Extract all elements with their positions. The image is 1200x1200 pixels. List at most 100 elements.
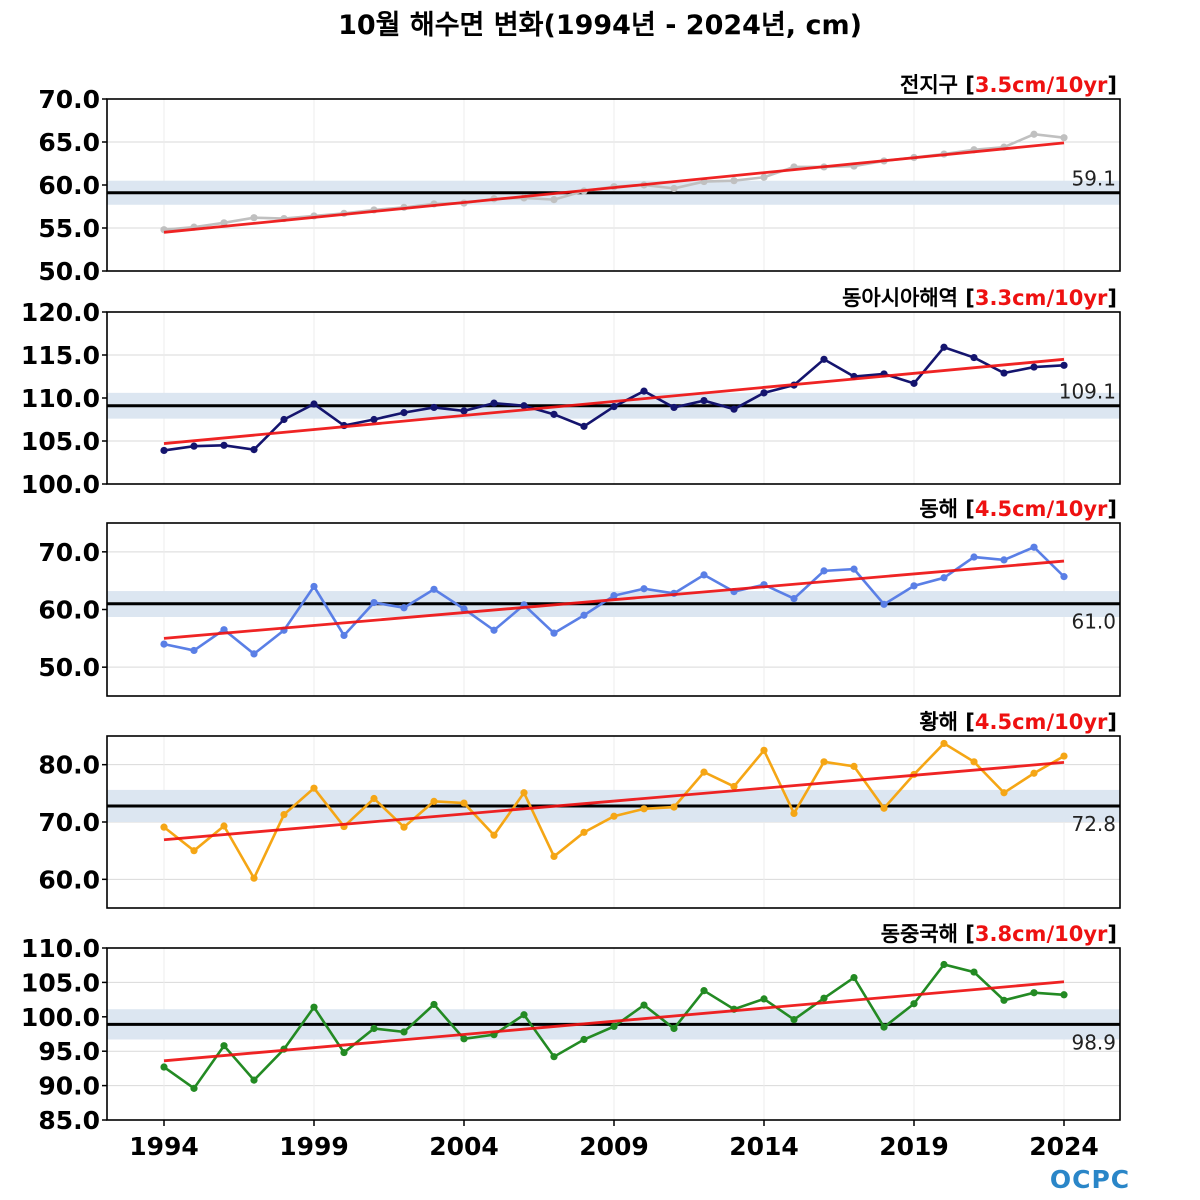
bracket: ] bbox=[1107, 497, 1117, 521]
bracket: [ bbox=[965, 922, 975, 946]
data-point bbox=[190, 847, 198, 855]
y-tick-label: 55.0 bbox=[38, 214, 100, 243]
x-tick-label: 1999 bbox=[279, 1132, 349, 1161]
figure-title: 10월 해수면 변화(1994년 - 2024년, cm) bbox=[338, 10, 862, 41]
data-point bbox=[880, 600, 888, 608]
trend-line bbox=[163, 559, 1065, 640]
mean-label: 109.1 bbox=[1059, 380, 1116, 404]
data-point bbox=[400, 823, 408, 831]
data-point bbox=[760, 995, 768, 1003]
x-tick-label: 2024 bbox=[1029, 1132, 1099, 1161]
data-point bbox=[400, 409, 408, 417]
y-tick-label: 115.0 bbox=[21, 341, 100, 370]
y-tick-label: 70.0 bbox=[38, 808, 100, 837]
data-point bbox=[730, 782, 738, 791]
data-point bbox=[820, 758, 828, 766]
data-point bbox=[400, 604, 408, 612]
data-point bbox=[430, 403, 438, 412]
data-point bbox=[790, 809, 798, 818]
data-point bbox=[1000, 789, 1008, 797]
data-point bbox=[190, 646, 198, 655]
data-point bbox=[370, 415, 378, 424]
y-tick-label: 100.0 bbox=[21, 1003, 100, 1032]
data-point bbox=[670, 803, 678, 811]
panel-global: 59.1 50.0 55.0 60.0 65.0 70.0 전지구 [3.5cm/10yr] bbox=[38, 73, 1121, 286]
data-point bbox=[460, 407, 468, 415]
data-point bbox=[160, 640, 168, 648]
data-point bbox=[670, 403, 678, 412]
bracket: ] bbox=[1107, 710, 1117, 734]
region-name: 동해 bbox=[919, 497, 965, 521]
data-point bbox=[550, 196, 558, 204]
data-point bbox=[640, 387, 648, 395]
data-point bbox=[610, 812, 618, 820]
data-point bbox=[550, 629, 558, 637]
data-point bbox=[610, 592, 618, 600]
data-point bbox=[1030, 769, 1038, 777]
y-tick-label: 80.0 bbox=[38, 751, 100, 780]
x-tick-label: 2009 bbox=[579, 1132, 649, 1161]
data-point bbox=[940, 574, 948, 582]
data-point bbox=[940, 343, 948, 351]
trend-line bbox=[163, 760, 1065, 842]
data-point bbox=[1060, 991, 1068, 999]
data-point bbox=[730, 177, 738, 185]
data-point bbox=[250, 214, 258, 222]
data-point bbox=[670, 1024, 678, 1033]
panels: 59.1 50.0 55.0 60.0 65.0 70.0 전지구 [3.5cm/10yr]… bbox=[21, 73, 1121, 1135]
trend-line bbox=[163, 141, 1065, 234]
bracket: ] bbox=[1107, 922, 1117, 946]
y-tick-label: 65.0 bbox=[38, 128, 100, 157]
panel-east-china-sea: 98.9 85.0 90.0 95.0 100.0 105.0 110.0 동중국해 [3.8… bbox=[21, 922, 1121, 1135]
data-point bbox=[250, 650, 258, 658]
y-tick-label: 60.0 bbox=[38, 596, 100, 625]
data-point bbox=[490, 831, 498, 839]
data-point bbox=[610, 403, 618, 411]
trend-rate: 4.5cm/10yr bbox=[975, 497, 1108, 521]
bracket: [ bbox=[965, 73, 975, 97]
data-point bbox=[1000, 556, 1008, 564]
data-point bbox=[340, 1048, 348, 1057]
x-tick-label: 2014 bbox=[729, 1132, 799, 1161]
y-tick-label: 120.0 bbox=[21, 298, 100, 327]
data-point bbox=[970, 553, 978, 561]
ocpc-logo-text: OCPC bbox=[1050, 1165, 1130, 1194]
data-point bbox=[580, 1035, 588, 1044]
data-point bbox=[880, 804, 888, 812]
data-point bbox=[220, 626, 228, 634]
data-point bbox=[850, 565, 858, 573]
data-point bbox=[580, 828, 588, 836]
x-tick-label: 1994 bbox=[129, 1132, 199, 1161]
bracket: ] bbox=[1107, 73, 1117, 97]
trend-rate: 3.3cm/10yr bbox=[975, 286, 1108, 310]
data-point bbox=[1030, 543, 1038, 551]
data-point bbox=[280, 810, 288, 819]
data-point bbox=[220, 822, 228, 830]
data-point bbox=[220, 441, 228, 449]
data-point bbox=[280, 415, 288, 424]
data-point bbox=[850, 762, 858, 770]
region-name: 황해 bbox=[919, 710, 965, 734]
data-point bbox=[310, 784, 318, 792]
data-point bbox=[520, 1011, 528, 1019]
data-point bbox=[490, 626, 498, 634]
region-name: 동아시아해역 bbox=[842, 286, 965, 310]
data-point bbox=[370, 1024, 378, 1033]
data-point bbox=[1000, 369, 1008, 377]
data-point bbox=[700, 396, 708, 405]
panel-yellow-sea: 72.8 60.0 70.0 80.0 황해 [4.5cm/10yr] bbox=[38, 710, 1121, 909]
data-point bbox=[640, 1001, 648, 1009]
bracket: [ bbox=[965, 286, 975, 310]
data-point bbox=[1030, 130, 1038, 138]
panel-east-asia-seas: 109.1 100.0 105.0 110.0 115.0 120.0 동아시아해역 [3.… bbox=[21, 286, 1121, 499]
trend-rate: 3.8cm/10yr bbox=[975, 922, 1108, 946]
data-point bbox=[460, 605, 468, 613]
y-tick-label: 110.0 bbox=[21, 384, 100, 413]
data-point bbox=[790, 594, 798, 603]
data-point bbox=[940, 739, 948, 748]
data-point bbox=[910, 379, 918, 387]
data-point bbox=[1060, 361, 1068, 369]
data-point bbox=[430, 585, 438, 593]
data-point bbox=[940, 960, 948, 969]
bracket: ] bbox=[1107, 286, 1117, 310]
